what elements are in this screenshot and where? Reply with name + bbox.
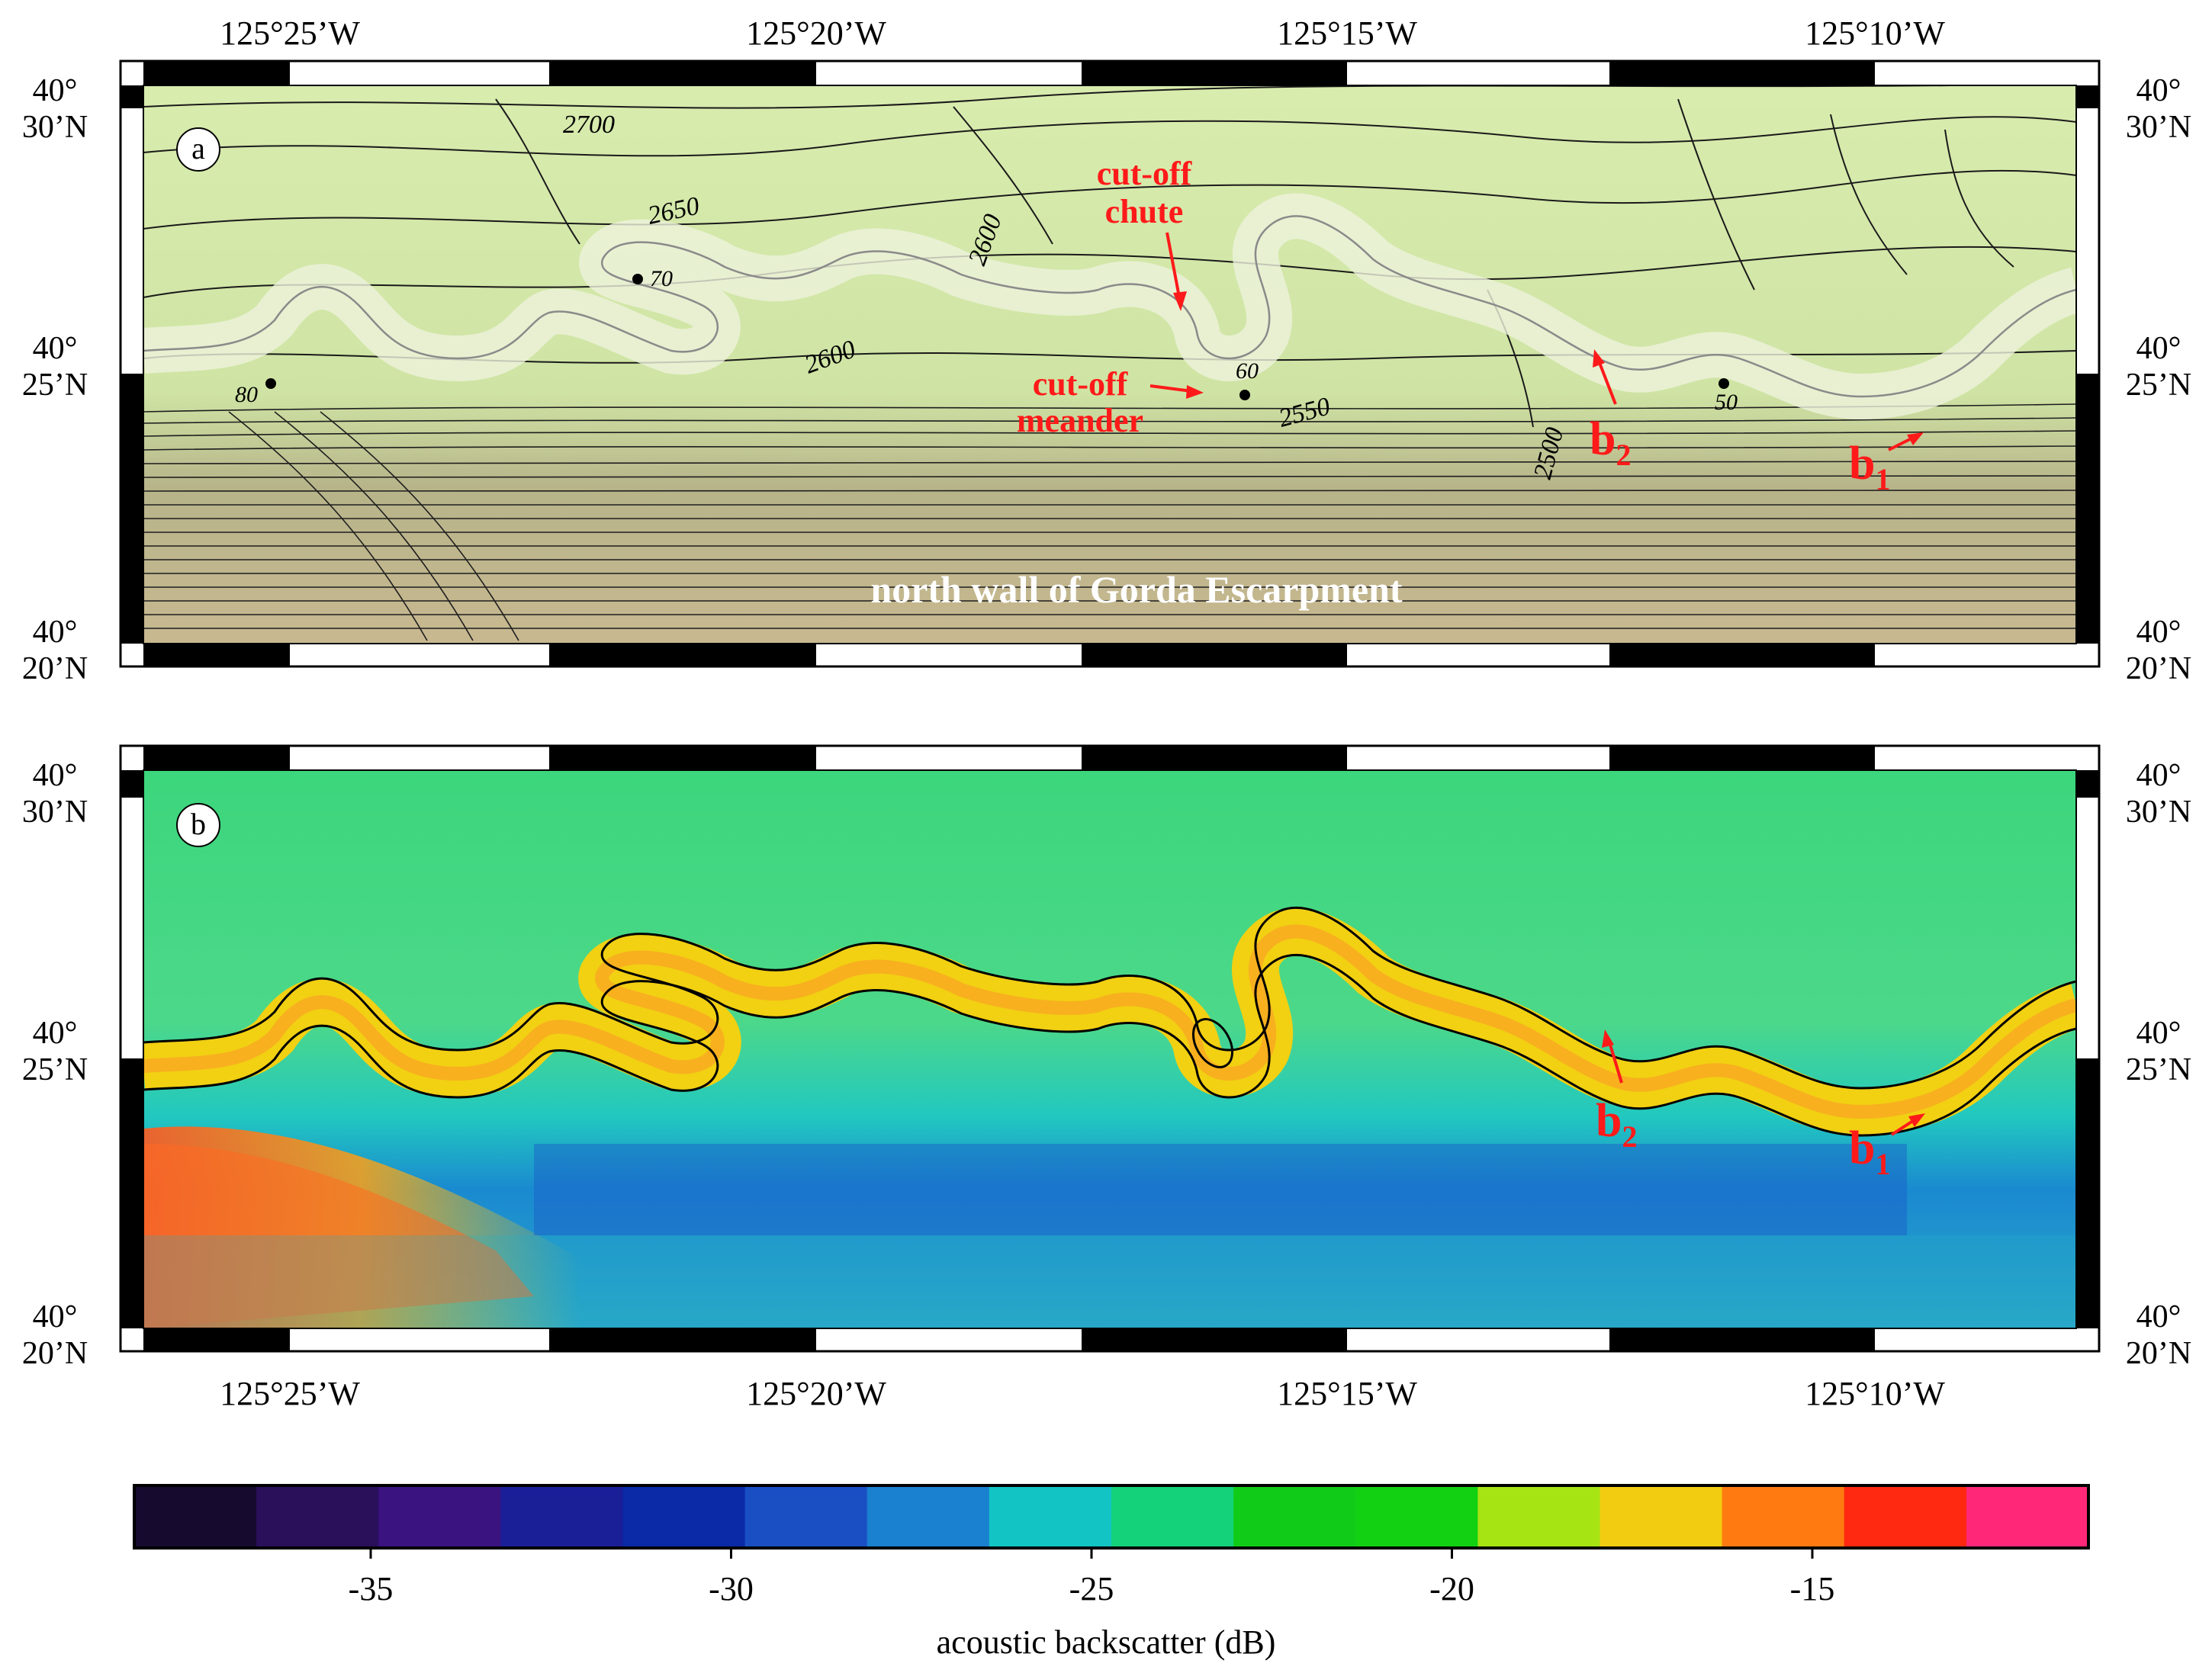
lon-bottom-3: 125°15’W: [1277, 1375, 1417, 1412]
colorbar-swatch: [1111, 1485, 1234, 1548]
colorbar-swatch: [1966, 1485, 2089, 1548]
lon-bottom-4: 125°10’W: [1805, 1375, 1945, 1412]
svg-text:30’N: 30’N: [22, 110, 88, 145]
escarpment-label: north wall of Gorda Escarpment: [870, 568, 1403, 611]
cutoff-meander-label-2: meander: [1017, 402, 1143, 439]
svg-text:30’N: 30’N: [2126, 795, 2191, 830]
panel-a-lat-scale-bars: [121, 85, 2099, 644]
low-backscatter-band: [534, 1144, 1907, 1235]
svg-text:20’N: 20’N: [22, 1336, 88, 1371]
colorbar-swatch: [866, 1485, 990, 1548]
cutoff-chute-label-2: chute: [1105, 193, 1184, 230]
lon-top-4: 125°10’W: [1805, 14, 1945, 52]
svg-text:30’N: 30’N: [2126, 110, 2191, 145]
panel-b-badge: [176, 803, 220, 847]
lon-top-3: 125°15’W: [1277, 14, 1417, 52]
lon-top-1: 125°25’W: [220, 14, 360, 52]
b1-label-b: b1: [1849, 1122, 1890, 1181]
svg-text:40°: 40°: [33, 758, 78, 793]
lon-bottom-1: 125°25’W: [220, 1375, 360, 1412]
panel-b-lon-scale-bars: [143, 746, 1875, 1351]
svg-text:40°: 40°: [2136, 615, 2181, 650]
lon-bottom-2: 125°20’W: [746, 1375, 886, 1412]
channel-outline: [143, 906, 2076, 1137]
lon-top-2: 125°20’W: [746, 14, 886, 52]
b2-label-b: b2: [1596, 1095, 1637, 1154]
colorbar-swatch: [378, 1485, 501, 1548]
svg-text:25’N: 25’N: [2126, 368, 2191, 403]
colorbar-swatches: [134, 1485, 2089, 1548]
svg-text:40°: 40°: [2136, 73, 2181, 108]
colorbar-tick-label: -25: [1069, 1570, 1114, 1607]
marker-60-dot: [1239, 390, 1250, 400]
colorbar-ticks: -35 -30 -25 -20 -15: [349, 1548, 1835, 1607]
svg-text:40°: 40°: [2136, 758, 2181, 793]
marker-80-dot: [265, 378, 276, 389]
b2-arrow-a: [1596, 356, 1617, 405]
colorbar-swatch: [989, 1485, 1112, 1548]
marker-70-dot: [632, 274, 643, 284]
colorbar-swatch: [500, 1485, 624, 1548]
panel-a-lon-scale-bars: [143, 61, 1875, 666]
colorbar-title: acoustic backscatter (dB): [937, 1623, 1276, 1661]
colorbar-swatch: [1600, 1485, 1723, 1548]
colorbar-swatch: [1233, 1485, 1356, 1548]
colorbar-tick-label: -15: [1790, 1570, 1835, 1607]
svg-text:30’N: 30’N: [22, 795, 88, 830]
colorbar-swatch: [1844, 1485, 1967, 1548]
svg-text:20’N: 20’N: [2126, 1336, 2191, 1371]
escarpment-contours: [143, 403, 2076, 641]
marker-50-dot: [1718, 378, 1729, 389]
colorbar-swatch: [1355, 1485, 1478, 1548]
marker-80-label: 80: [235, 382, 258, 407]
latitude-labels: 40° 30’N 40° 25’N 40° 20’N 40° 30’N 40° …: [22, 73, 2191, 1371]
svg-text:25’N: 25’N: [22, 1052, 88, 1087]
colorbar-tick-label: -35: [349, 1570, 394, 1607]
panel-a-letter: a: [191, 131, 205, 165]
svg-text:25’N: 25’N: [22, 368, 88, 403]
contour-label-2700: 2700: [563, 111, 615, 139]
channel-backscatter: [143, 907, 2076, 1136]
colorbar-swatch: [622, 1485, 746, 1548]
panel-b: b b2 b1: [119, 744, 2101, 1353]
panel-b-letter: b: [191, 807, 206, 841]
svg-text:25’N: 25’N: [2126, 1052, 2191, 1087]
svg-text:40°: 40°: [33, 73, 78, 108]
svg-text:20’N: 20’N: [2126, 651, 2191, 686]
colorbar-tick-label: -20: [1429, 1570, 1474, 1607]
colorbar-swatch: [1477, 1485, 1601, 1548]
svg-text:40°: 40°: [33, 1299, 78, 1334]
svg-text:40°: 40°: [2136, 1016, 2181, 1051]
colorbar-frame: [133, 1484, 2090, 1550]
b1-label-a: b1: [1849, 438, 1890, 496]
colorbar-tick-label: -30: [709, 1570, 754, 1607]
colorbar-swatch: [256, 1485, 379, 1548]
colorbar-swatch: [744, 1485, 868, 1548]
longitude-labels: 125°25’W 125°20’W 125°15’W 125°10’W 125°…: [220, 14, 1945, 1412]
svg-text:40°: 40°: [2136, 1299, 2181, 1334]
svg-text:40°: 40°: [33, 615, 78, 650]
svg-text:20’N: 20’N: [22, 651, 88, 686]
marker-60-label: 60: [1236, 358, 1259, 384]
cutoff-chute-label-1: cut-off: [1097, 155, 1193, 192]
panel-a: 2700 2650 2600 2600 2550 2500 80 70 60 5…: [119, 59, 2101, 668]
svg-text:40°: 40°: [33, 331, 78, 366]
b2-label-a: b2: [1590, 413, 1631, 472]
colorbar-swatch: [1722, 1485, 1845, 1548]
colorbar-swatch: [134, 1485, 257, 1548]
panel-b-lat-scale-bars: [121, 770, 2099, 1328]
panel-a-badge: [176, 127, 220, 172]
cutoff-meander-label-1: cut-off: [1033, 365, 1129, 403]
marker-70-label: 70: [650, 266, 673, 291]
marker-50-label: 50: [1715, 390, 1738, 415]
svg-text:40°: 40°: [2136, 331, 2181, 366]
svg-text:40°: 40°: [33, 1016, 78, 1051]
colorbar: -35 -30 -25 -20 -15 acoustic backscatter (dB…: [133, 1484, 2090, 1661]
